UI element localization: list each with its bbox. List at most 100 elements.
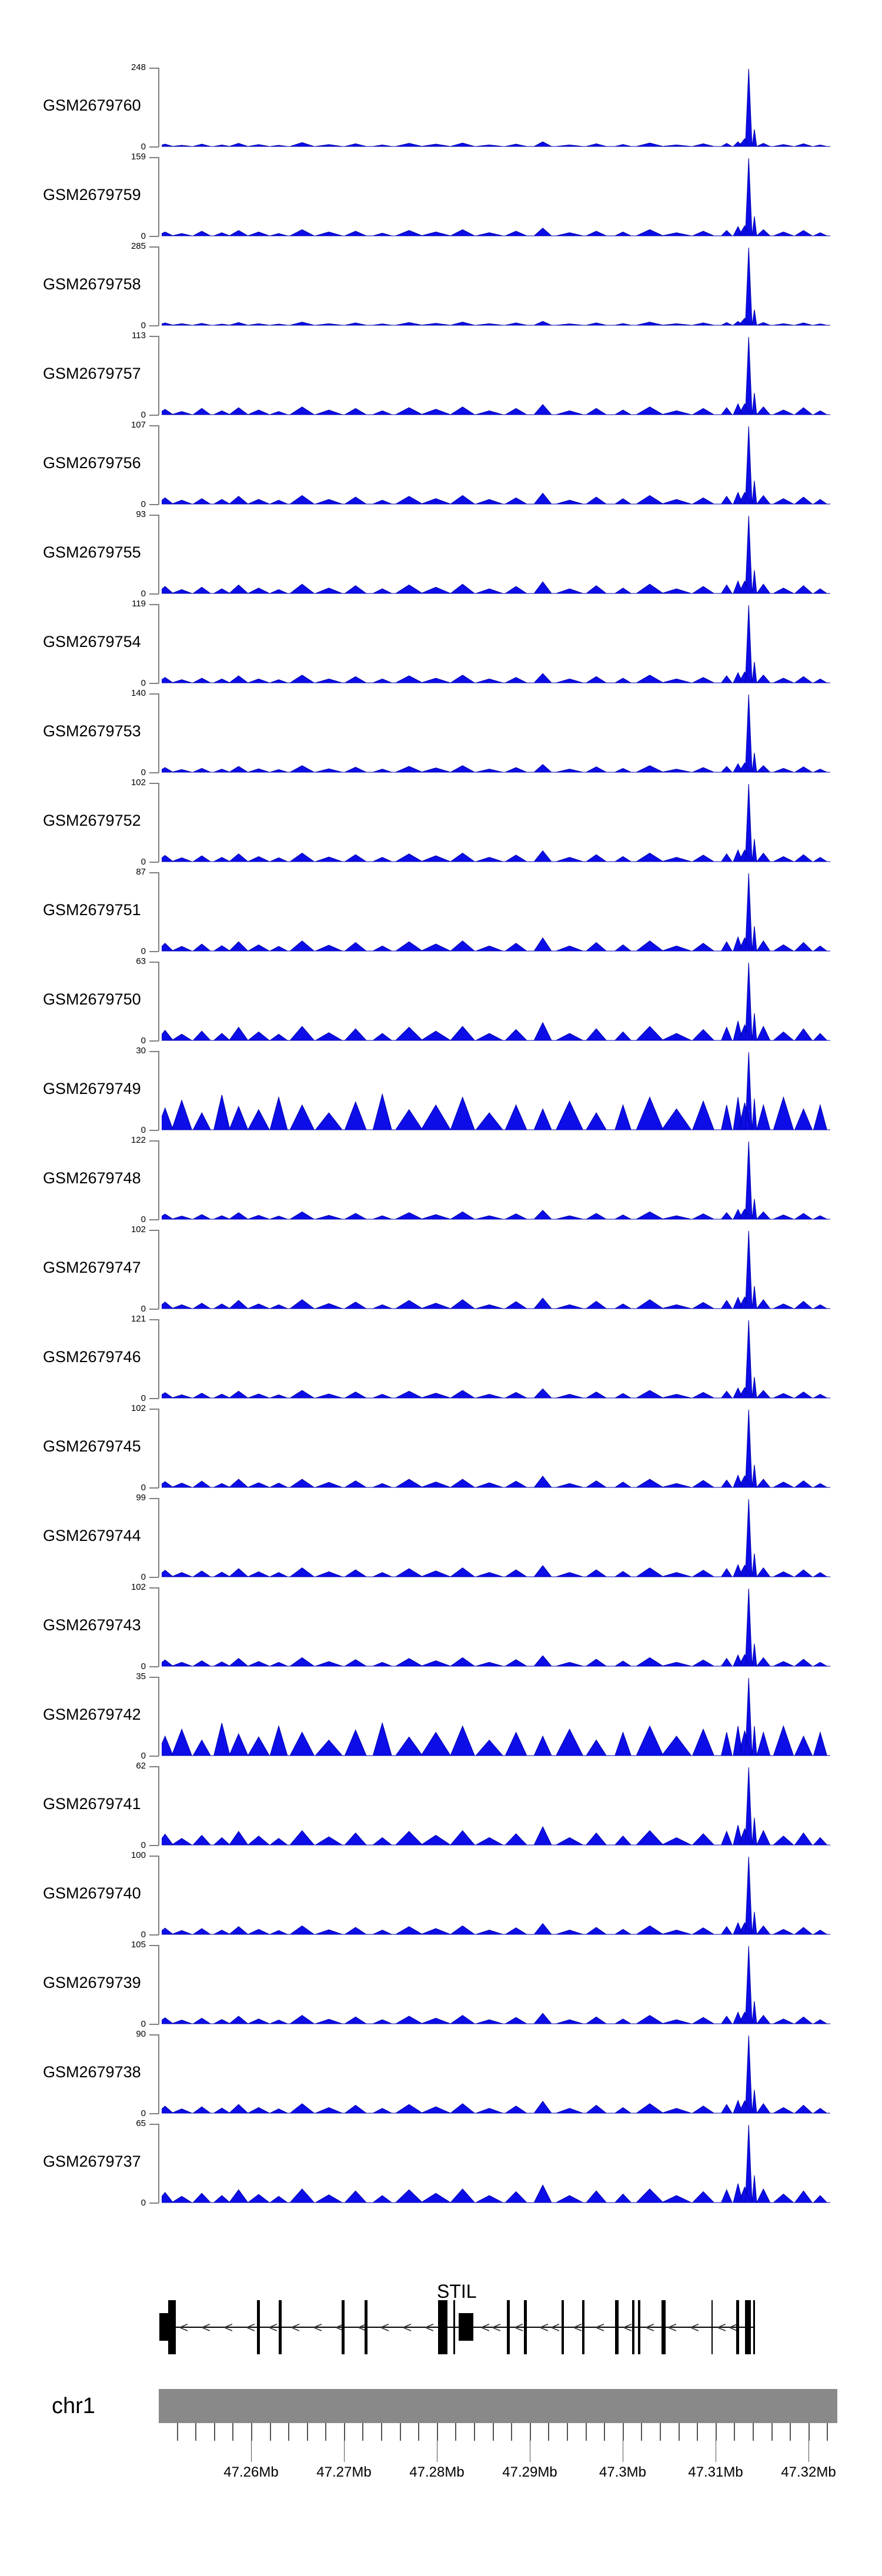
- y-axis-line: [158, 1856, 159, 1935]
- exon-box: [638, 2300, 640, 2354]
- ruler-tick-label: 47.32Mb: [781, 2464, 836, 2480]
- strand-direction-icon: <: [246, 2318, 256, 2336]
- sample-label: GSM2679754: [43, 633, 141, 650]
- y-zero-label: 0: [141, 2198, 146, 2208]
- signal-area: [162, 1052, 830, 1130]
- y-zero-label: 0: [141, 410, 146, 420]
- strand-direction-icon: <: [540, 2318, 549, 2336]
- ruler-minor-tick: [400, 2423, 401, 2441]
- sample-label: GSM2679755: [43, 543, 141, 561]
- y-axis-zero-tick: [149, 1756, 159, 1757]
- exon-box: [615, 2300, 619, 2354]
- y-axis-zero-tick: [149, 1577, 159, 1578]
- y-axis-zero-tick: [149, 1040, 159, 1042]
- y-axis-zero-tick: [149, 593, 159, 595]
- exon-box: [365, 2300, 368, 2354]
- y-zero-label: 0: [141, 2108, 146, 2118]
- y-axis-top-tick: [149, 962, 159, 963]
- y-axis-zero-tick: [149, 2113, 159, 2114]
- y-zero-label: 0: [141, 321, 146, 331]
- y-zero-label: 0: [141, 1751, 146, 1761]
- ruler-minor-tick: [307, 2423, 308, 2441]
- y-zero-label: 0: [141, 1304, 146, 1314]
- y-max-label: 102: [131, 1582, 146, 1592]
- ruler-minor-tick: [790, 2423, 791, 2441]
- y-zero-label: 0: [141, 1483, 146, 1493]
- y-axis-line: [158, 1319, 159, 1399]
- strand-direction-icon: <: [425, 2318, 435, 2336]
- y-axis-top-tick: [149, 604, 159, 605]
- exon-box: [632, 2300, 634, 2354]
- ruler-minor-tick: [455, 2423, 456, 2441]
- signal-area: [162, 247, 830, 326]
- y-max-label: 113: [132, 331, 146, 341]
- y-max-label: 122: [131, 1135, 146, 1145]
- exon-box: [662, 2300, 666, 2354]
- ruler-minor-tick: [734, 2423, 735, 2441]
- ruler-major-tick: [251, 2423, 252, 2462]
- exon-box: [524, 2300, 527, 2354]
- exon-box: [507, 2300, 510, 2354]
- y-axis-line: [158, 1766, 159, 1846]
- sample-label: GSM2679747: [43, 1259, 141, 1276]
- signal-area: [162, 1588, 830, 1667]
- y-axis-line: [158, 157, 159, 236]
- y-axis-zero-tick: [149, 1309, 159, 1310]
- y-max-label: 285: [131, 241, 146, 251]
- signal-area: [162, 158, 830, 236]
- exon-box: [342, 2300, 345, 2354]
- ruler-minor-tick: [697, 2423, 698, 2441]
- y-max-label: 159: [131, 152, 146, 162]
- y-axis-top-tick: [149, 1677, 159, 1678]
- strand-direction-icon: <: [492, 2318, 502, 2336]
- y-max-label: 107: [131, 420, 146, 430]
- sample-label: GSM2679759: [43, 186, 141, 203]
- signal-area: [162, 1767, 830, 1846]
- y-axis-zero-tick: [149, 1845, 159, 1846]
- strand-direction-icon: <: [646, 2318, 655, 2336]
- y-axis-line: [158, 2124, 159, 2203]
- signal-area: [162, 1946, 830, 2024]
- y-zero-label: 0: [141, 946, 146, 956]
- ruler-minor-tick: [362, 2423, 363, 2441]
- y-axis-zero-tick: [149, 1398, 159, 1399]
- strand-direction-icon: <: [690, 2318, 700, 2336]
- strand-direction-icon: <: [224, 2318, 233, 2336]
- exon-box: [562, 2300, 564, 2354]
- exon-box: [711, 2300, 713, 2354]
- ruler-minor-tick: [623, 2423, 624, 2441]
- y-max-label: 248: [131, 62, 146, 72]
- strand-direction-icon: <: [202, 2318, 211, 2336]
- y-max-label: 62: [136, 1761, 146, 1771]
- ruler-minor-tick: [232, 2423, 233, 2441]
- signal-area: [162, 1141, 830, 1220]
- ruler-minor-tick: [344, 2423, 345, 2441]
- sample-label: GSM2679744: [43, 1527, 141, 1544]
- exon-box: [257, 2300, 260, 2354]
- y-axis-top-tick: [149, 515, 159, 516]
- y-max-label: 93: [136, 509, 146, 519]
- signal-area: [162, 1677, 830, 1756]
- gene-name-label: STIL: [437, 2281, 477, 2302]
- y-axis-top-tick: [149, 1766, 159, 1767]
- sample-label: GSM2679739: [43, 1974, 141, 1991]
- y-zero-label: 0: [141, 1125, 146, 1135]
- ruler-minor-tick: [753, 2423, 754, 2441]
- sample-label: GSM2679741: [43, 1795, 141, 1813]
- ruler-minor-tick: [511, 2423, 512, 2441]
- y-axis-top-tick: [149, 693, 159, 695]
- y-axis-line: [158, 246, 159, 326]
- y-axis-zero-tick: [149, 1487, 159, 1489]
- y-axis-top-tick: [149, 872, 159, 873]
- signal-area: [162, 336, 830, 415]
- ruler-minor-tick: [827, 2423, 828, 2441]
- y-zero-label: 0: [141, 1393, 146, 1403]
- ruler-tick-label: 47.28Mb: [409, 2464, 465, 2480]
- y-axis-line: [158, 1498, 159, 1577]
- y-max-label: 87: [136, 867, 146, 877]
- ruler-minor-tick: [381, 2423, 382, 2441]
- y-zero-label: 0: [141, 678, 146, 688]
- sample-label: GSM2679756: [43, 454, 141, 472]
- ruler-minor-tick: [195, 2423, 196, 2441]
